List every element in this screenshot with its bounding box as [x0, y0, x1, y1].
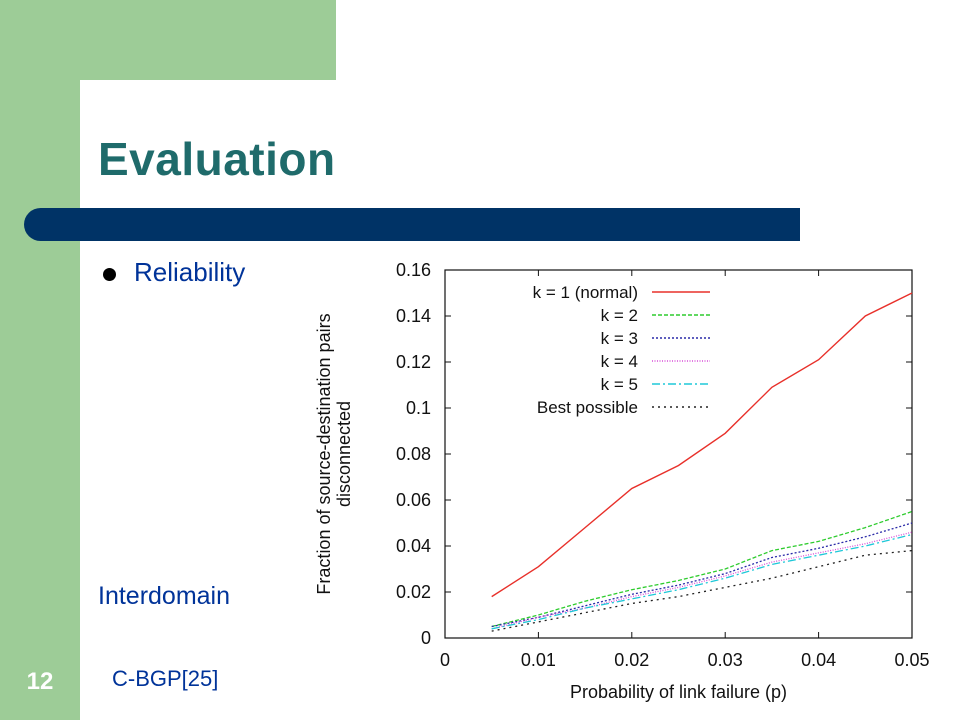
y-tick-label: 0.04	[396, 536, 431, 556]
legend-label: k = 3	[601, 329, 638, 348]
y-tick-label: 0.02	[396, 582, 431, 602]
x-tick-label: 0.03	[708, 650, 743, 670]
y-tick-label: 0.16	[396, 260, 431, 280]
y-axis-label: Fraction of source-destination pairs dis…	[314, 313, 354, 594]
y-axis-label-line-1: Fraction of source-destination pairs	[314, 313, 334, 594]
content-panel	[80, 80, 960, 720]
y-tick-label: 0.12	[396, 352, 431, 372]
series-line-4	[491, 531, 913, 630]
x-axis-ticks: 0 0.01 0.02 0.03 0.04 0.05	[440, 270, 930, 670]
legend-label: k = 4	[601, 352, 638, 371]
series-line-5	[491, 533, 913, 630]
y-tick-label: 0.14	[396, 306, 431, 326]
x-tick-label: 0.05	[894, 650, 929, 670]
slide-number: 12	[26, 668, 54, 695]
bullet-dot-icon	[103, 268, 116, 281]
y-tick-label: 0	[421, 628, 431, 648]
series-line-2	[491, 510, 913, 628]
legend-label: Best possible	[537, 398, 638, 417]
sidebar-left-band	[0, 0, 80, 720]
plot-frame	[444, 269, 913, 639]
x-tick-label: 0	[440, 650, 450, 670]
x-tick-label: 0.02	[614, 650, 649, 670]
title-underline-bar	[24, 208, 800, 241]
series-line-3	[491, 522, 913, 628]
slide-title: Evaluation	[98, 133, 336, 185]
y-axis-ticks: 0 0.02 0.04 0.06 0.08 0.1 0.12 0.14 0.16	[396, 260, 912, 648]
series-line-1	[491, 292, 913, 598]
y-tick-label: 0.1	[406, 398, 431, 418]
x-tick-label: 0.04	[801, 650, 836, 670]
legend-label: k = 1 (normal)	[533, 283, 638, 302]
footer-reference: C-BGP[25]	[112, 666, 219, 691]
series-lines	[491, 292, 913, 632]
x-tick-label: 0.01	[521, 650, 556, 670]
bullet-reliability: Reliability	[134, 257, 246, 287]
legend-label: k = 5	[601, 375, 638, 394]
legend-label: k = 2	[601, 306, 638, 325]
x-axis-label: Probability of link failure (p)	[570, 682, 787, 702]
interdomain-label: Interdomain	[98, 582, 231, 610]
series-line-6	[491, 549, 913, 632]
y-tick-label: 0.06	[396, 490, 431, 510]
chart-legend: k = 1 (normal) k = 2 k = 3 k = 4 k = 5 Best p…	[533, 283, 710, 417]
y-axis-label-line-2: disconnected	[334, 401, 354, 507]
y-tick-label: 0.08	[396, 444, 431, 464]
